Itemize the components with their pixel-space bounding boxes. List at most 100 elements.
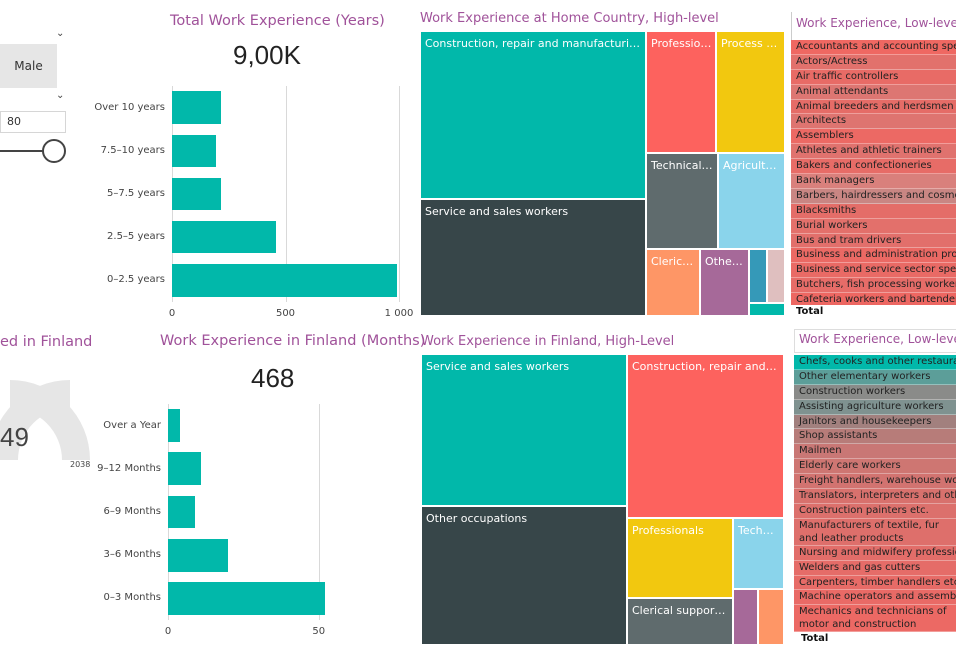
age-input[interactable]: 80 (0, 111, 66, 133)
bar[interactable] (172, 134, 217, 167)
finland-low-level-title: Work Experience, Low-level (799, 332, 956, 346)
list-item[interactable]: Blacksmiths (791, 203, 956, 219)
treemap-tile-other-occupations[interactable]: Other occupations (421, 506, 627, 645)
list-item[interactable]: Freight handlers, warehouse workers etc. (794, 474, 956, 490)
treemap-tile-process[interactable]: Process an... (716, 31, 785, 153)
home-treemap: Construction, repair and manufacturing w… (420, 31, 785, 316)
list-item[interactable]: Shop assistants (794, 429, 956, 445)
treemap-tile-construction[interactable]: Construction, repair and manufacturing w… (420, 31, 646, 199)
x-tick-label: 0 (168, 308, 176, 319)
category-label: 9–12 Months (97, 462, 161, 474)
list-item[interactable]: Nursing and midwifery professionals (794, 545, 956, 561)
list-item[interactable]: Bank managers (791, 174, 956, 189)
list-item[interactable]: Other elementary workers (794, 369, 956, 385)
x-tick-label: 1 000 (384, 308, 414, 319)
list-item[interactable]: Assisting agriculture workers (794, 399, 956, 415)
list-item[interactable]: Construction painters etc. (794, 503, 956, 519)
list-item[interactable]: Carpenters, timber handlers etc. (794, 575, 956, 591)
list-item[interactable]: Mechanics and technicians of motor and c… (794, 605, 956, 632)
finland-low-level-list[interactable]: Chefs, cooks and other restaurant worker… (794, 355, 956, 632)
list-item[interactable]: Bakers and confectioneries (791, 159, 956, 175)
category-label: 5–7.5 years (107, 188, 165, 199)
list-item[interactable]: Mailmen (794, 444, 956, 460)
list-item[interactable]: Cafeteria workers and bartenders (791, 293, 956, 305)
tile-label: Process an... (721, 37, 784, 50)
treemap-tile-construction[interactable]: Construction, repair and man... (627, 354, 784, 518)
bar[interactable] (168, 452, 202, 486)
gender-dropdown-chevron-icon[interactable]: ⌄ (56, 28, 65, 39)
gridline (285, 86, 287, 302)
list-item[interactable]: Burial workers (791, 218, 956, 234)
gauge-title: ed in Finland (0, 334, 93, 350)
tile-label: Other ... (705, 255, 748, 268)
treemap-tile-technical[interactable]: Technical a... (646, 153, 718, 249)
category-label: 3–6 Months (103, 549, 161, 561)
x-tick-label: 50 (312, 626, 326, 637)
treemap-tile-professionals[interactable]: Professionals (627, 518, 733, 598)
x-tick-label: 500 (275, 308, 296, 319)
years-kpi-value: 9,00K (233, 40, 301, 70)
bar[interactable] (172, 221, 277, 254)
bar[interactable] (168, 409, 181, 442)
list-item[interactable]: Butchers, fish processing workers etc. (791, 278, 956, 294)
finland-treemap: Service and sales workers Other occupati… (421, 354, 784, 645)
treemap-tile-professionals[interactable]: Profession... (646, 31, 716, 153)
list-item[interactable]: Business and administration professional… (791, 248, 956, 264)
treemap-tile-other[interactable]: Other ... (700, 249, 749, 316)
treemap-tile-service-sales[interactable]: Service and sales workers (420, 199, 646, 316)
list-item[interactable]: Janitors and housekeepers (794, 414, 956, 430)
gridline (399, 86, 400, 302)
age-slider-track[interactable] (0, 150, 46, 152)
list-item[interactable]: Elderly care workers (794, 459, 956, 475)
treemap-tile-small-blue[interactable] (749, 249, 767, 303)
tile-label: Clerical ... (651, 255, 699, 268)
age-slider-handle[interactable] (42, 139, 66, 163)
tile-label: Other occupations (426, 512, 528, 525)
bar[interactable] (172, 91, 221, 124)
list-item[interactable]: Animal attendants (791, 84, 956, 100)
list-item[interactable]: Welders and gas cutters (794, 560, 956, 576)
list-item[interactable]: Translators, interpreters and other ling… (794, 489, 956, 504)
treemap-tile-small-pink[interactable] (767, 249, 785, 303)
treemap-tile-small-orange[interactable] (758, 589, 784, 645)
list-item[interactable]: Machine operators and assemblers (794, 590, 956, 606)
list-item[interactable]: Construction workers (794, 384, 956, 400)
list-item[interactable]: Air traffic controllers (791, 69, 956, 85)
gauge-track-right (10, 380, 90, 460)
tile-label: Clerical support w... (632, 604, 732, 617)
gauge-value: 49 (0, 422, 29, 452)
list-item[interactable]: Animal breeders and herdsmen (791, 99, 956, 115)
list-item[interactable]: Business and service sector specialists (791, 263, 956, 279)
home-low-level-list[interactable]: Accountants and accounting specialistsAc… (791, 40, 956, 305)
months-chart-title: Work Experience in Finland (Months) (160, 333, 426, 349)
list-item[interactable]: Athletes and athletic trainers (791, 144, 956, 160)
bar[interactable] (168, 538, 229, 572)
gender-slicer-button[interactable]: Male (0, 44, 57, 88)
treemap-tile-agriculture[interactable]: Agricultur... (718, 153, 785, 249)
tile-label: Construction, repair and manufacturing w… (425, 37, 645, 50)
tile-label: Service and sales workers (425, 205, 569, 218)
home-low-level-total: Total (796, 306, 824, 317)
bar[interactable] (168, 495, 196, 529)
bar[interactable] (172, 177, 221, 211)
list-item[interactable]: Architects (791, 114, 956, 130)
bar[interactable] (172, 264, 397, 297)
list-item[interactable]: Accountants and accounting specialists (791, 40, 956, 55)
bar[interactable] (168, 581, 325, 615)
treemap-tile-clerical[interactable]: Clerical ... (646, 249, 700, 316)
treemap-tile-small-teal[interactable] (749, 303, 785, 316)
list-item[interactable]: Chefs, cooks and other restaurant worker… (794, 355, 956, 370)
list-item[interactable]: Bus and tram drivers (791, 233, 956, 249)
list-item[interactable]: Actors/Actress (791, 54, 956, 70)
list-item[interactable]: Barbers, hairdressers and cosmetologists (791, 188, 956, 204)
treemap-tile-technicians[interactable]: Techni... (733, 518, 784, 589)
treemap-tile-clerical[interactable]: Clerical support w... (627, 598, 733, 645)
age-dropdown-chevron-icon[interactable]: ⌄ (56, 90, 65, 101)
list-item[interactable]: Assemblers (791, 129, 956, 145)
tile-label: Profession... (651, 37, 715, 50)
tile-label: Technical a... (651, 159, 717, 172)
treemap-tile-service-sales[interactable]: Service and sales workers (421, 354, 627, 506)
list-item[interactable]: Manufacturers of textile, fur and leathe… (794, 518, 956, 546)
treemap-tile-small-purple[interactable] (733, 589, 758, 645)
tile-label: Construction, repair and man... (632, 360, 783, 373)
